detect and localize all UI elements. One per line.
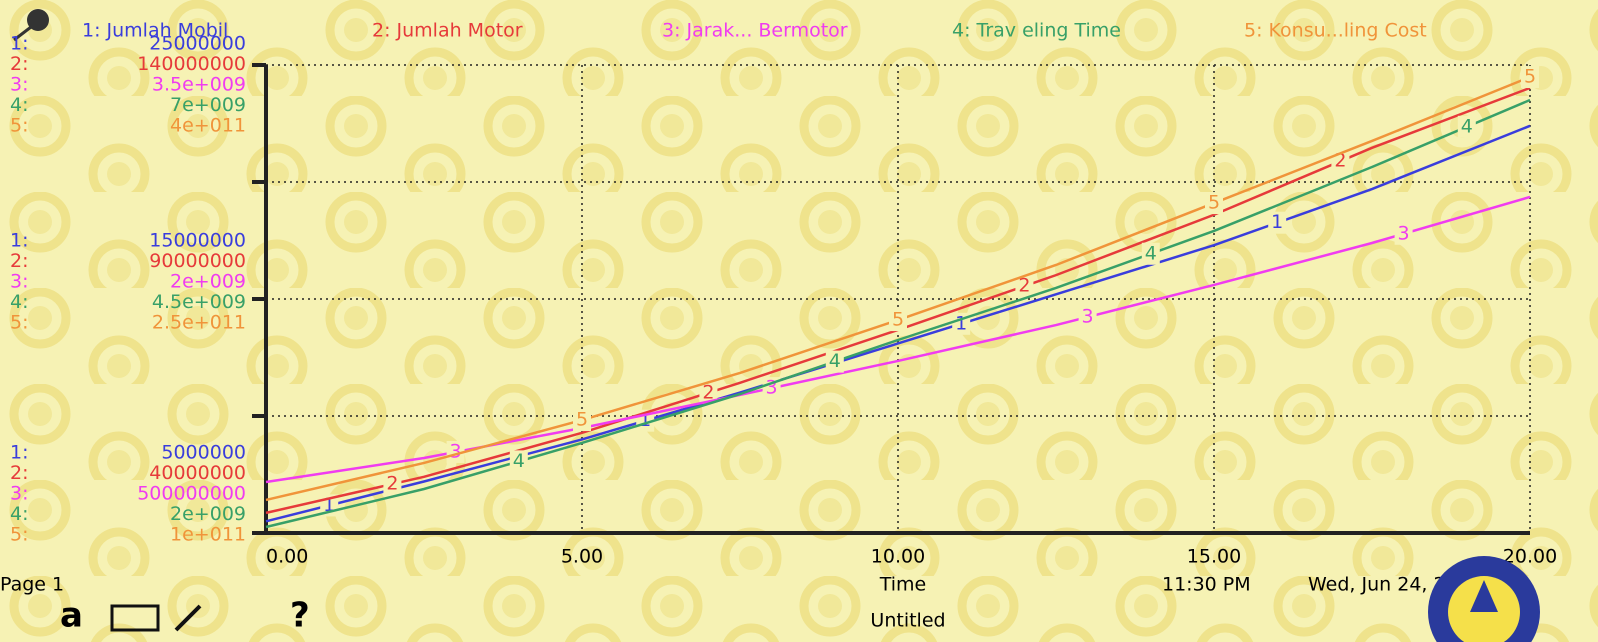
- x-tick-label: 5.00: [561, 546, 603, 568]
- series-key: 1: [1271, 211, 1283, 233]
- series-key: 1: [955, 312, 967, 334]
- x-tick-label: 10.00: [871, 546, 925, 568]
- time-label: 11:30 PM: [1162, 574, 1251, 596]
- legend-entry: 2: Jumlah Motor: [372, 20, 523, 42]
- series-key: 2: [386, 473, 398, 495]
- x-tick-label: 15.00: [1187, 546, 1241, 568]
- legend-entry: 3: Jarak... Bermotor: [662, 20, 848, 42]
- axis-key: 4:: [10, 503, 29, 525]
- y-tick-label: 40000000: [149, 462, 246, 484]
- y-tick-label: 5000000: [161, 442, 246, 464]
- doc-title: Untitled: [870, 610, 945, 632]
- axis-key: 3:: [10, 271, 29, 293]
- axis-key: 4:: [10, 94, 29, 116]
- series-key: 4: [513, 450, 525, 472]
- y-tick-label: 1e+011: [170, 524, 246, 546]
- series-key: 5: [892, 309, 904, 331]
- series-key: 3: [1398, 222, 1410, 244]
- chart: a ? Page 1 11:30 PM Wed, Jun 24, 2015 Un…: [0, 0, 1598, 642]
- help-icon[interactable]: ?: [290, 596, 310, 636]
- series-key: 5: [1524, 66, 1536, 88]
- legend-entry: 5: Konsu...ling Cost: [1244, 20, 1427, 42]
- axis-key: 1:: [10, 33, 29, 55]
- series-key: 5: [1208, 192, 1220, 214]
- axis-key: 1:: [10, 230, 29, 252]
- y-tick-label: 4e+011: [170, 115, 246, 137]
- axis-key: 2:: [10, 250, 29, 272]
- legend-entry: 1: Jumlah Mobil: [82, 20, 228, 42]
- series-key: 4: [1461, 115, 1473, 137]
- series-key: 3: [450, 440, 462, 462]
- axis-key: 3:: [10, 483, 29, 505]
- y-tick-label: 500000000: [137, 483, 246, 505]
- page: a ? Page 1 11:30 PM Wed, Jun 24, 2015 Un…: [0, 0, 1598, 642]
- x-tick-label: 0.00: [266, 546, 308, 568]
- page-label: Page 1: [0, 574, 64, 596]
- series-key: 5: [576, 409, 588, 431]
- axis-key: 2:: [10, 53, 29, 75]
- axis-key: 5:: [10, 524, 29, 546]
- legend-entry: 4: Trav eling Time: [952, 20, 1121, 42]
- x-axis-label: Time: [879, 574, 927, 596]
- series-key: 3: [1082, 306, 1094, 328]
- axis-key: 5:: [10, 115, 29, 137]
- series-key: 4: [1145, 242, 1157, 264]
- axis-key: 5:: [10, 312, 29, 334]
- y-tick-label: 140000000: [137, 53, 246, 75]
- y-tick-label: 90000000: [149, 250, 246, 272]
- y-tick-label: 2.5e+011: [152, 312, 246, 334]
- series-key: 4: [829, 350, 841, 372]
- y-tick-label: 3.5e+009: [152, 74, 246, 96]
- y-tick-label: 2e+009: [170, 271, 246, 293]
- y-tick-label: 7e+009: [170, 94, 246, 116]
- axis-key: 2:: [10, 462, 29, 484]
- y-tick-label: 15000000: [149, 230, 246, 252]
- series-key: 3: [766, 377, 778, 399]
- y-tick-label: 2e+009: [170, 503, 246, 525]
- axis-key: 3:: [10, 74, 29, 96]
- axis-key: 1:: [10, 442, 29, 464]
- axis-key: 4:: [10, 291, 29, 313]
- y-tick-label: 4.5e+009: [152, 291, 246, 313]
- lock-icon[interactable]: a: [60, 596, 83, 636]
